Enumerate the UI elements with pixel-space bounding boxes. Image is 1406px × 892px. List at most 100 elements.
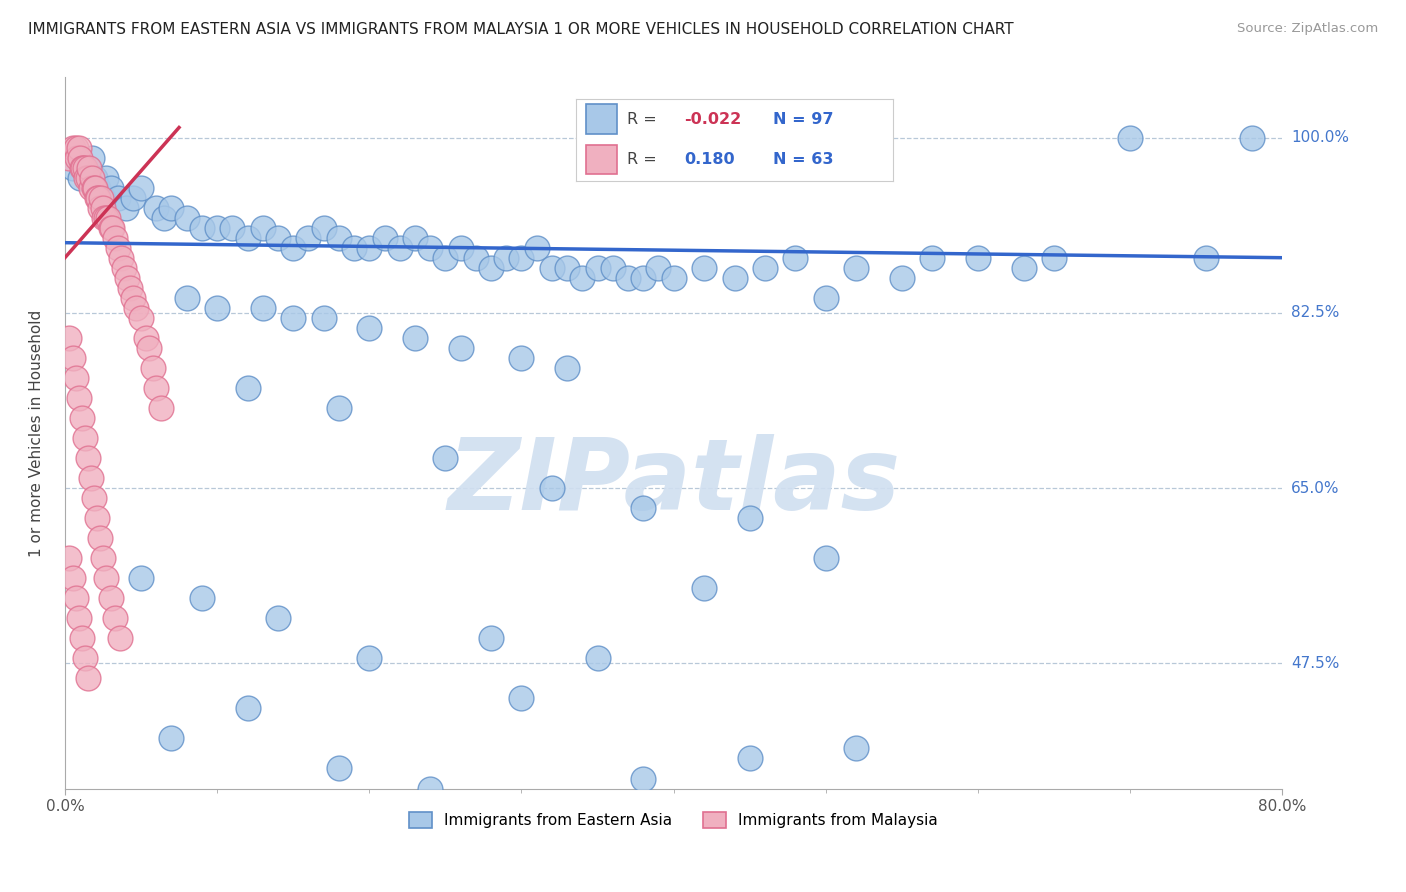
Point [586, 260, 609, 275]
Point [921, 251, 943, 265]
Point [359, 241, 381, 255]
Point [145, 381, 167, 395]
Point [153, 211, 176, 225]
Text: Source: ZipAtlas.com: Source: ZipAtlas.com [1237, 22, 1378, 36]
Point [101, 220, 124, 235]
Point [1119, 130, 1142, 145]
Point [76, 671, 98, 685]
Point [191, 220, 214, 235]
Point [633, 772, 655, 786]
Point [135, 331, 157, 345]
Point [419, 241, 441, 255]
Point [114, 201, 136, 215]
Point [58, 551, 80, 566]
Point [738, 751, 761, 765]
Point [94, 211, 117, 225]
Point [526, 241, 548, 255]
Point [891, 270, 914, 285]
Point [82, 151, 104, 165]
Point [647, 260, 669, 275]
Point [1043, 251, 1066, 265]
Point [510, 251, 533, 265]
Text: 65.0%: 65.0% [1291, 481, 1340, 496]
Point [107, 191, 129, 205]
Point [633, 501, 655, 516]
Point [236, 381, 259, 395]
Point [754, 260, 776, 275]
Point [62, 140, 84, 154]
Point [571, 270, 593, 285]
Point [94, 571, 117, 585]
Point [845, 741, 868, 756]
Point [129, 571, 152, 585]
Point [77, 161, 100, 175]
Point [176, 211, 198, 225]
Point [267, 611, 290, 625]
Point [138, 341, 160, 355]
Point [65, 140, 87, 154]
Point [67, 140, 90, 154]
Point [91, 551, 114, 566]
Point [142, 360, 165, 375]
Point [738, 511, 761, 525]
Point [404, 331, 426, 345]
Point [62, 571, 84, 585]
Point [176, 291, 198, 305]
Point [70, 632, 93, 646]
Point [100, 180, 122, 194]
Point [359, 651, 381, 665]
Point [73, 431, 96, 445]
Point [70, 161, 93, 175]
Point [110, 251, 132, 265]
Point [1195, 251, 1218, 265]
Y-axis label: 1 or more Vehicles in Household: 1 or more Vehicles in Household [30, 310, 44, 557]
Point [70, 411, 93, 425]
Point [450, 341, 472, 355]
Point [67, 391, 90, 405]
Point [87, 191, 110, 205]
Point [434, 251, 457, 265]
Point [388, 241, 411, 255]
Point [65, 591, 87, 606]
Point [1241, 130, 1264, 145]
Point [100, 591, 122, 606]
Point [1012, 260, 1035, 275]
Point [93, 211, 115, 225]
Point [479, 260, 502, 275]
Point [464, 251, 486, 265]
Point [191, 591, 214, 606]
Point [555, 360, 578, 375]
Point [66, 151, 89, 165]
Point [662, 270, 685, 285]
Point [94, 170, 117, 185]
Point [283, 241, 305, 255]
Point [125, 301, 148, 315]
Point [373, 230, 395, 244]
Point [69, 151, 91, 165]
Point [328, 230, 350, 244]
Point [90, 191, 112, 205]
Point [58, 151, 80, 165]
Point [541, 260, 564, 275]
Point [69, 170, 91, 185]
Point [96, 211, 118, 225]
Point [112, 260, 135, 275]
Point [160, 731, 183, 746]
Point [89, 531, 111, 545]
Point [89, 201, 111, 215]
Point [693, 260, 716, 275]
Point [117, 270, 139, 285]
Point [87, 180, 110, 194]
Point [510, 691, 533, 706]
Point [221, 220, 243, 235]
Point [100, 220, 122, 235]
Point [586, 651, 609, 665]
Point [814, 291, 837, 305]
Point [359, 321, 381, 335]
Point [510, 351, 533, 365]
Point [343, 241, 366, 255]
Point [73, 651, 96, 665]
Point [62, 351, 84, 365]
Point [602, 260, 624, 275]
Point [404, 230, 426, 244]
